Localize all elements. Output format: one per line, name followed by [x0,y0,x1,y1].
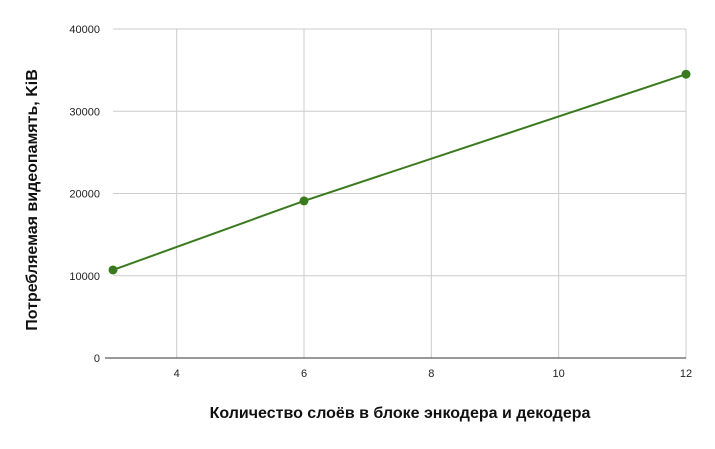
y-tick-label: 10000 [69,271,100,283]
y-tick-label: 20000 [69,189,100,201]
grid [113,28,687,358]
y-axis-title: Потребляемая видеопамять, KiB [24,69,41,331]
x-tick-label: 12 [680,368,692,380]
y-tick-label: 0 [94,353,100,365]
x-tick-label: 6 [301,368,307,380]
data-point [108,265,118,275]
x-tick-label: 10 [553,368,565,380]
y-tick-label: 40000 [69,24,100,36]
tick-labels: 0 10000 20000 30000 40000 4 6 8 10 12 [69,24,692,380]
y-tick-label: 30000 [69,106,100,118]
data-point [681,69,691,79]
data-point [299,196,309,206]
series-line [112,73,687,271]
series-layer [108,69,691,275]
x-axis-title: Количество слоёв в блоке энкодера и деко… [210,405,591,422]
x-tick-label: 8 [428,368,434,380]
x-tick-label: 4 [174,368,180,380]
